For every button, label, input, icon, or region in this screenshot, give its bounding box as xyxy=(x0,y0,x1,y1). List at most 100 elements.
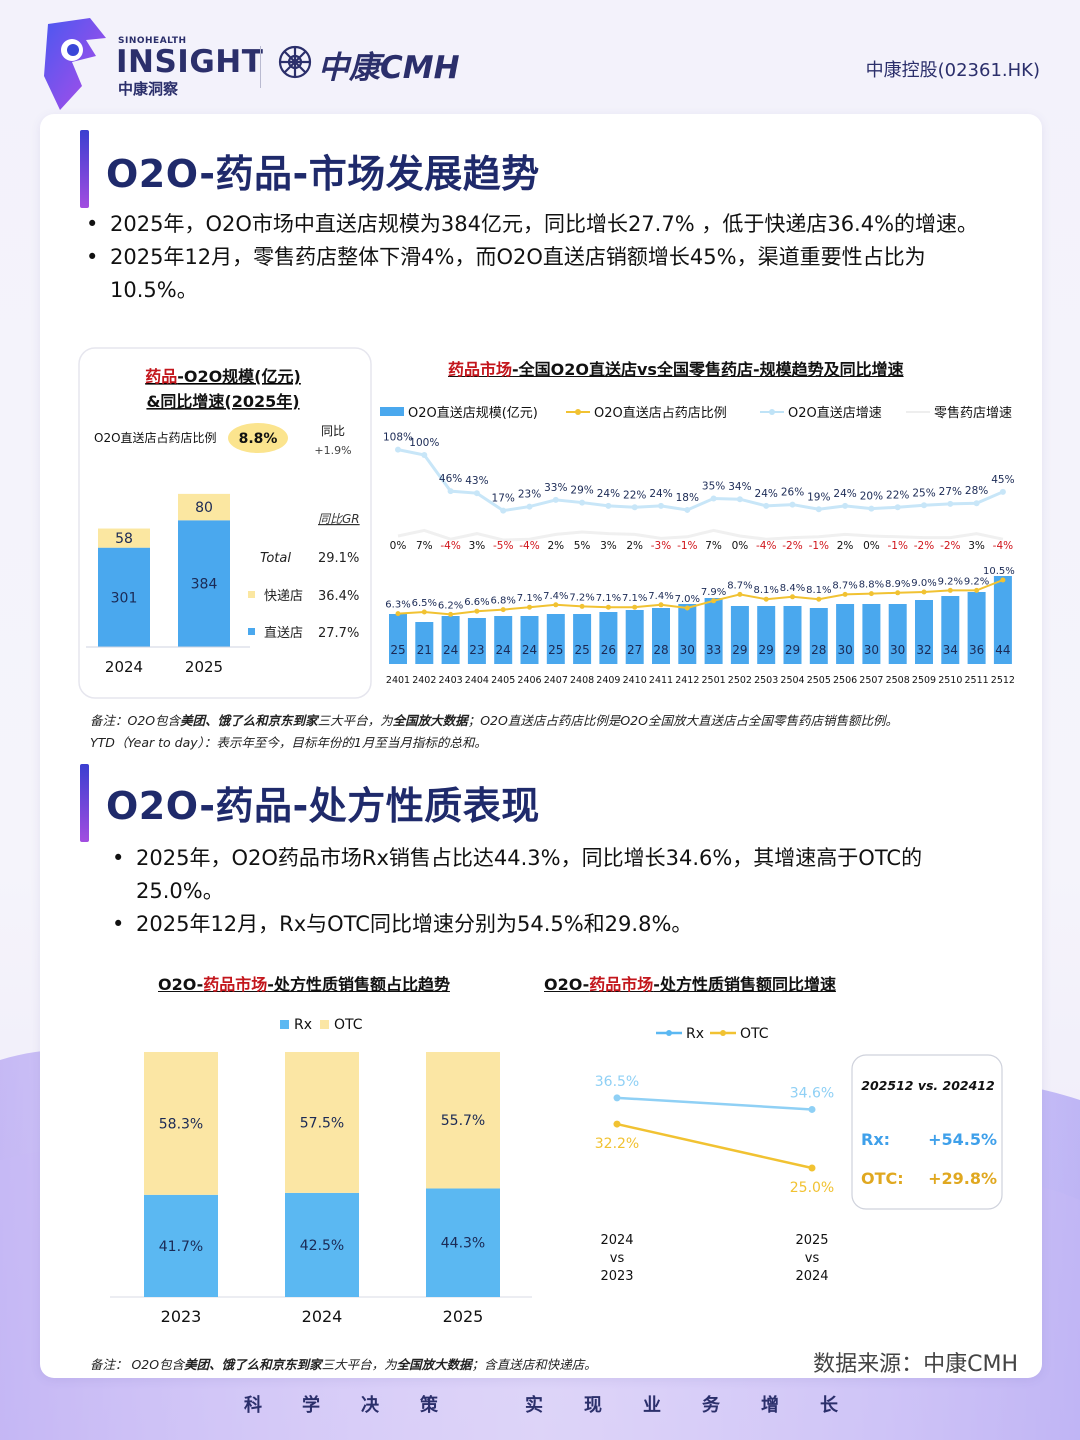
chart2-retail-growth-label: -4% xyxy=(440,540,460,552)
chart4-point xyxy=(808,1105,816,1113)
chart2-retail-growth-label: -3% xyxy=(651,540,671,552)
chart2-share-point xyxy=(947,587,953,593)
chart4-series-line xyxy=(616,1122,813,1170)
chart4-box-label: OTC: xyxy=(861,1169,904,1188)
section2-bullet-2: 2025年12月，Rx与OTC同比增速分别为54.5%和29.8%。 xyxy=(112,908,1002,941)
chart2-o2o-growth-point xyxy=(684,506,691,513)
slogan-char: 长 xyxy=(820,1395,838,1416)
slogan-char: 业 xyxy=(643,1395,661,1416)
chart1-bar-express xyxy=(178,493,230,521)
chart2-bar xyxy=(441,616,460,664)
chart1-gr-value: 29.1% xyxy=(318,551,359,566)
slogan-char: 决 xyxy=(361,1395,379,1416)
chart2-o2o-growth-point xyxy=(763,502,770,509)
chart1-gr-table: Total 29.1% 快递店 36.4% 直送店 27.7% xyxy=(248,551,359,641)
chart2-legend-share-dot xyxy=(575,409,581,415)
chart2-share-label: 7.9% xyxy=(701,587,726,598)
chart1-gr-value: 27.7% xyxy=(318,626,359,641)
chart1-ratio-value: 8.8% xyxy=(239,431,278,447)
chart2-o2o-growth-label: 24% xyxy=(755,488,778,500)
section2-accent xyxy=(80,764,89,842)
chart3-label-otc: 58.3% xyxy=(159,1116,203,1132)
chart2-share-label: 7.1% xyxy=(517,593,542,604)
chart2-o2o-growth-line xyxy=(397,448,1004,513)
chart2-bar xyxy=(415,622,434,664)
chart2-o2o-growth-label: 19% xyxy=(807,491,830,503)
chart2-share-label: 8.4% xyxy=(780,583,805,594)
chart1-title-line2: &同比增速(2025年) xyxy=(146,392,299,411)
chart2-o2o-growth-label: 108% xyxy=(383,432,413,444)
chart1-bar-direct xyxy=(178,520,230,647)
chart1-gr-label: Total xyxy=(260,551,291,566)
chart2-category: 2409 xyxy=(596,675,620,686)
section1-title: O2O-药品-市场发展趋势 xyxy=(106,152,540,196)
chart2-share-label: 7.4% xyxy=(543,591,568,602)
chart2-bar xyxy=(520,616,539,664)
chart2-retail-growth-label: 0% xyxy=(390,540,407,552)
chart2-bar-label: 33 xyxy=(706,643,721,657)
chart2-category: 2508 xyxy=(886,675,910,686)
chart1-ratio-badge xyxy=(228,423,288,453)
chart3-category: 2024 xyxy=(302,1307,343,1326)
chart2-share-point xyxy=(605,604,611,610)
chart2-legend-label: O2O直送店增速 xyxy=(788,406,882,421)
chart2-share-label: 7.1% xyxy=(596,593,621,604)
chart2-o2o-growth-point xyxy=(447,488,454,495)
chart2-o2o-growth-label: 27% xyxy=(939,486,962,498)
chart2-category: 2507 xyxy=(859,675,883,686)
chart3-category: 2025 xyxy=(443,1307,484,1326)
chart2-o2o-growth-point xyxy=(921,502,927,509)
chart2-bar xyxy=(704,598,723,664)
chart2-o2o-growth-label: 18% xyxy=(676,492,699,504)
chart2-category: 2405 xyxy=(491,675,515,686)
chart2-category: 2412 xyxy=(675,675,699,686)
chart2-bar xyxy=(389,614,407,664)
chart4-category: 2025 xyxy=(795,1233,828,1248)
chart2-bar-label: 25 xyxy=(390,643,405,657)
chart3-bar-rx xyxy=(144,1194,218,1297)
chart1-ratio-label: O2O直送店占药店比例 xyxy=(94,430,217,445)
chart2-bar xyxy=(678,604,697,664)
chart4-category: vs xyxy=(610,1251,625,1266)
chart2-category: 2503 xyxy=(754,675,778,686)
chart2-bar-label: 23 xyxy=(469,643,484,657)
chart4-box-label: Rx: xyxy=(861,1130,890,1149)
chart1-gr-label: 快递店 xyxy=(264,589,303,604)
chart2-trend: O2O直送店规模(亿元) O2O直送店占药店比例 O2O直送店增速 零售药店增速 108… xyxy=(380,405,1015,686)
chart2-category: 2407 xyxy=(544,675,568,686)
chart4-category: 2024 xyxy=(600,1233,633,1248)
chart1-gr-header: 同比GR xyxy=(318,512,360,526)
chart2-retail-growth-label: -4% xyxy=(993,540,1013,552)
chart2-o2o-growth-point xyxy=(815,506,822,513)
chart2-retail-growth-line xyxy=(397,528,1004,542)
chart1-gr-swatch xyxy=(248,591,255,598)
chart2-o2o-growth-label: 24% xyxy=(833,488,856,500)
chart2-category: 2404 xyxy=(465,675,489,686)
brand-separator xyxy=(260,46,261,88)
chart2-legend: O2O直送店规模(亿元) O2O直送店占药店比例 O2O直送店增速 零售药店增速 xyxy=(380,405,1012,421)
chart2-share-point xyxy=(921,589,927,595)
chart2-share-point xyxy=(816,596,822,602)
header: SINOHEALTH INSIGHT 中康洞察 中康CMH 中康控股(02361… xyxy=(0,0,1080,115)
slogan-char: 实 xyxy=(525,1395,543,1416)
chart2-bar xyxy=(862,604,881,664)
chart2-retail-growth-label: 0% xyxy=(732,540,749,552)
chart2-retail-growth-label: 2% xyxy=(626,540,643,552)
chart2-category: 2410 xyxy=(623,675,647,686)
chart1-category: 2025 xyxy=(185,658,223,676)
chart2-category: 2402 xyxy=(412,675,436,686)
chart2-o2o-growth-point xyxy=(421,452,428,458)
section1-bullet-1: 2025年，O2O市场中直送店规模为384亿元，同比增长27.7% ，低于快递店… xyxy=(86,208,1006,241)
section2-bullet-1: 2025年，O2O药品市场Rx销售占比达44.3%，同比增长34.6%，其增速高… xyxy=(112,842,1002,908)
chart1-gr-value: 36.4% xyxy=(318,589,359,604)
chart2-retail-growth-label: 7% xyxy=(416,540,433,552)
chart2-o2o-growth-point xyxy=(605,502,612,509)
chart2-bar-label: 28 xyxy=(811,643,826,657)
chart2-bar xyxy=(783,606,802,664)
chart2-bar-label: 25 xyxy=(548,643,563,657)
chart3-legend: Rx OTC xyxy=(280,1017,363,1033)
chart2-retail-growth-label: 2% xyxy=(837,540,854,552)
chart1-gr-swatch xyxy=(248,628,255,635)
chart4-series-line xyxy=(616,1096,813,1111)
chart2-o2o-growth-point xyxy=(500,507,507,514)
